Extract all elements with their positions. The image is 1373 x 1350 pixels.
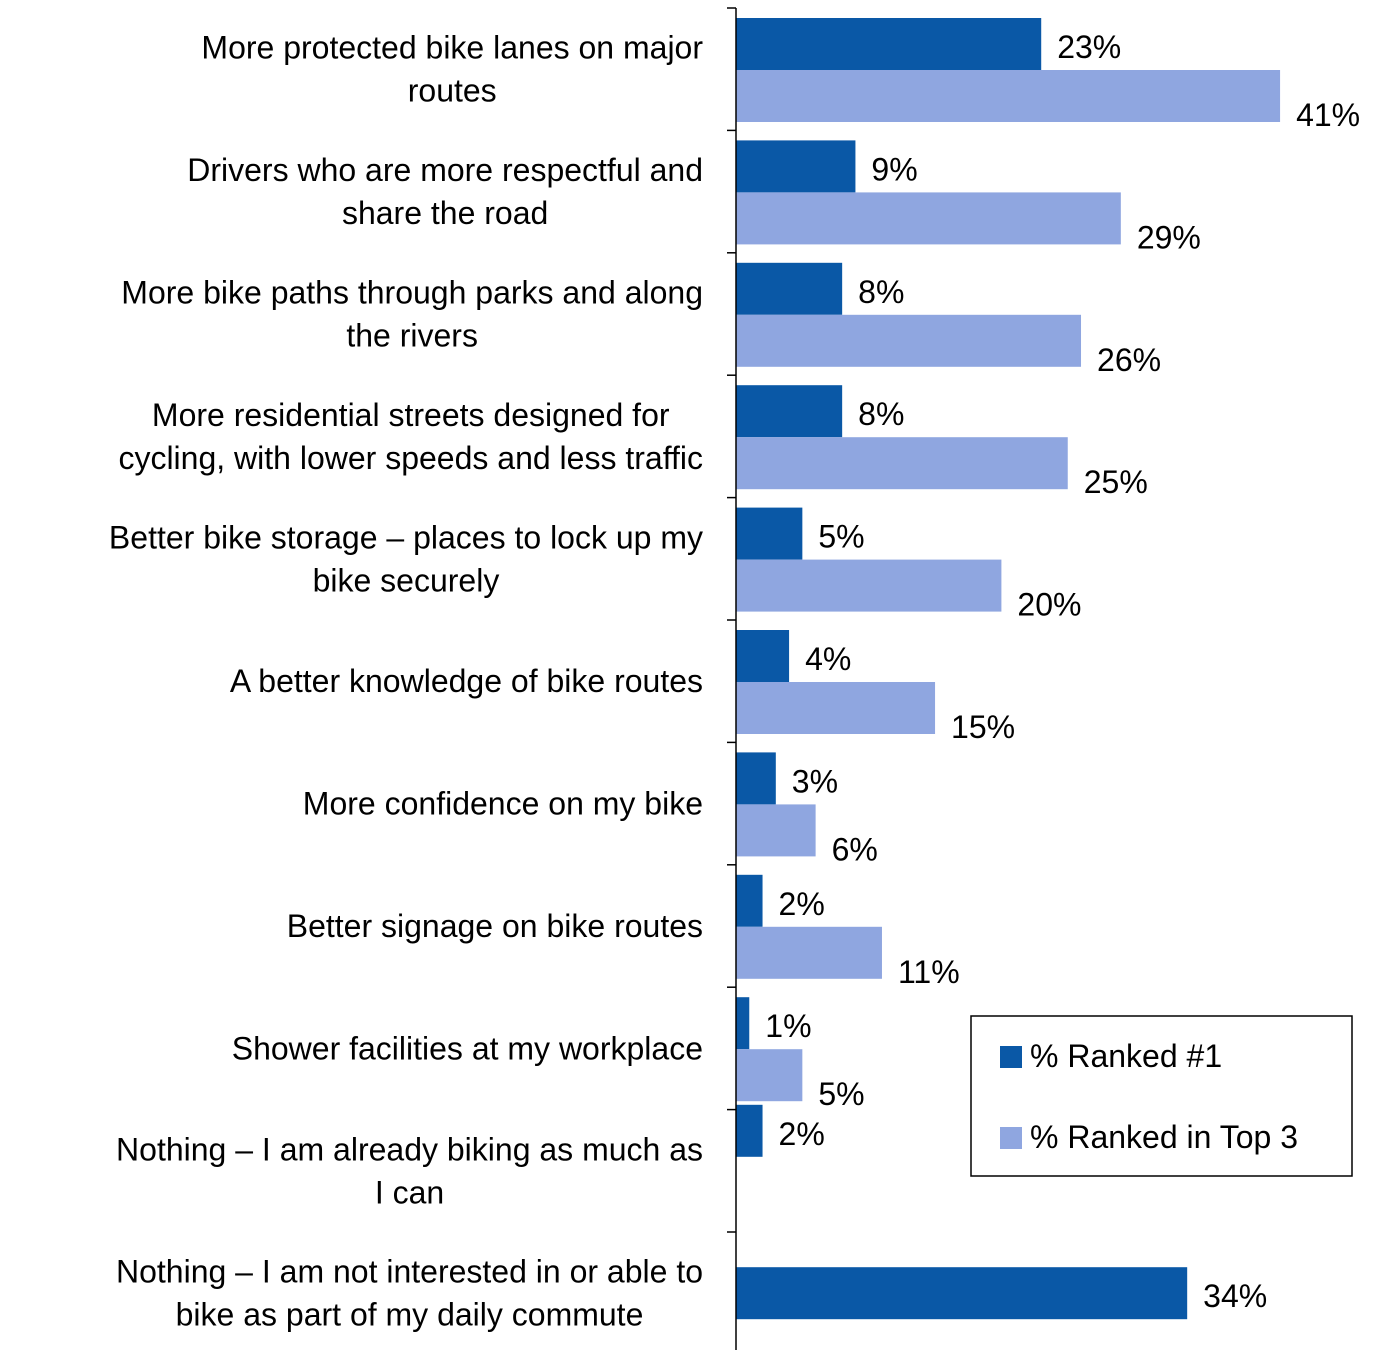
bar-ranked-1-0 — [736, 18, 1042, 70]
bar-ranked-top-3-1 — [736, 192, 1121, 245]
bar-ranked-top-3-7 — [736, 926, 882, 979]
bar-ranked-1-10 — [736, 1267, 1188, 1320]
data-label-ranked-top-3-4: 20% — [1017, 587, 1081, 623]
data-label-ranked-top-3-5: 15% — [951, 709, 1015, 745]
data-label-ranked-top-3-8: 5% — [818, 1076, 864, 1112]
bar-ranked-1-7 — [736, 874, 763, 927]
bar-ranked-top-3-2 — [736, 314, 1082, 367]
bar-ranked-1-6 — [736, 752, 776, 805]
category-label-10: Nothing – I am not interested in or able… — [116, 1254, 703, 1333]
category-label-3: More residential streets designed for cyc… — [118, 397, 703, 476]
legend-label-ranked-top-3: % Ranked in Top 3 — [1030, 1119, 1298, 1155]
data-label-ranked-1-1: 9% — [871, 151, 917, 187]
category-label-8: Shower facilities at my workplace — [232, 1030, 703, 1066]
data-label-ranked-1-6: 3% — [792, 763, 838, 799]
bar-ranked-top-3-6 — [736, 804, 816, 857]
data-label-ranked-1-4: 5% — [818, 519, 864, 555]
category-label-6: More confidence on my bike — [303, 786, 703, 822]
bar-ranked-1-4 — [736, 507, 803, 560]
data-label-ranked-1-10: 34% — [1203, 1278, 1267, 1314]
data-label-ranked-1-3: 8% — [858, 396, 904, 432]
data-label-ranked-1-5: 4% — [805, 641, 851, 677]
bar-ranked-1-3 — [736, 385, 843, 438]
legend-box — [970, 1015, 1353, 1177]
data-label-ranked-1-0: 23% — [1057, 29, 1121, 65]
bar-ranked-1-9 — [736, 1104, 763, 1157]
data-label-ranked-1-2: 8% — [858, 274, 904, 310]
category-label-7: Better signage on bike routes — [287, 908, 703, 944]
legend: % Ranked #1 % Ranked in Top 3 — [970, 1015, 1353, 1177]
category-label-1: Drivers who are more respectful and share… — [187, 152, 703, 231]
legend-swatch-ranked-1 — [1000, 1046, 1022, 1068]
legend-label-ranked-1: % Ranked #1 — [1030, 1038, 1222, 1074]
bar-ranked-top-3-8 — [736, 1049, 803, 1102]
bar-ranked-top-3-0 — [736, 70, 1281, 122]
bar-ranked-top-3-4 — [736, 559, 1002, 612]
bar-ranked-1-8 — [736, 997, 750, 1050]
category-label-5: A better knowledge of bike routes — [230, 663, 703, 699]
bar-ranked-1-2 — [736, 262, 843, 315]
category-label-2: More bike paths through parks and along t… — [121, 275, 703, 354]
data-label-ranked-1-8: 1% — [765, 1008, 811, 1044]
plot-area: 23% 41% More protected bike lanes on major… — [109, 7, 1360, 1350]
data-label-ranked-top-3-0: 41% — [1296, 97, 1360, 133]
category-label-0: More protected bike lanes on major routes — [201, 30, 703, 109]
data-label-ranked-1-9: 2% — [779, 1116, 825, 1152]
bar-ranked-top-3-5 — [736, 682, 936, 734]
data-label-ranked-top-3-6: 6% — [832, 831, 878, 867]
legend-swatch-ranked-top-3 — [1000, 1127, 1022, 1149]
data-label-ranked-top-3-7: 11% — [898, 954, 960, 990]
category-label-9: Nothing – I am already biking as much as… — [116, 1131, 703, 1210]
category-label-4: Better bike storage – places to lock up … — [109, 519, 703, 598]
bar-ranked-1-1 — [736, 140, 856, 193]
bar-ranked-top-3-3 — [736, 437, 1068, 490]
data-label-ranked-top-3-1: 29% — [1137, 219, 1201, 255]
data-label-ranked-top-3-3: 25% — [1084, 464, 1148, 500]
data-label-ranked-1-7: 2% — [779, 886, 825, 922]
bar-ranked-1-5 — [736, 630, 790, 682]
data-label-ranked-top-3-2: 26% — [1097, 342, 1161, 378]
